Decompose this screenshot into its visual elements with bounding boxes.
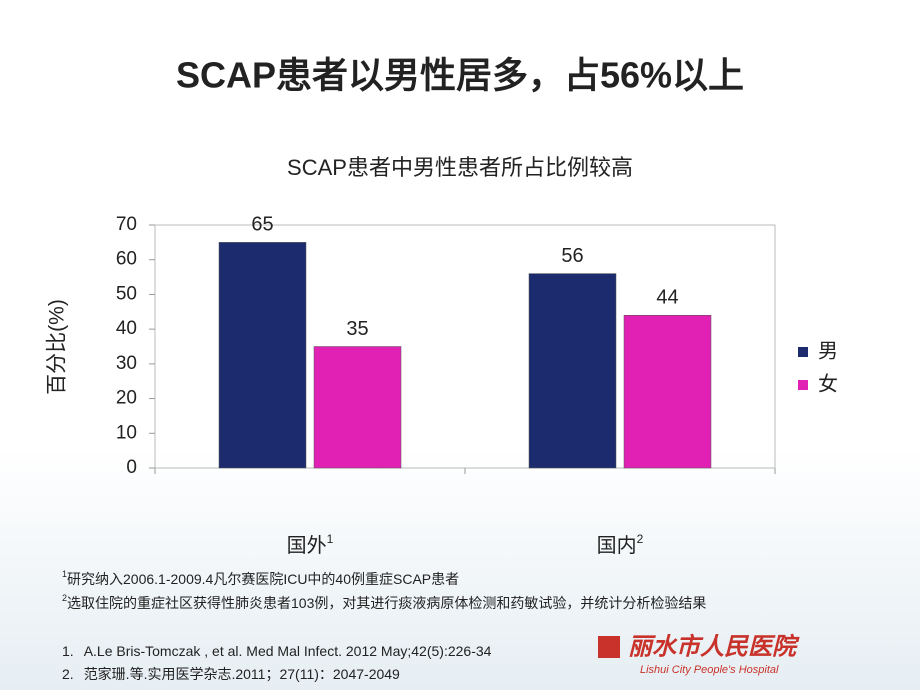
- y-tick-label: 60: [116, 249, 137, 270]
- logo-name: 丽水市人民医院: [628, 633, 800, 660]
- y-tick-label: 50: [116, 283, 137, 304]
- value-label: 65: [251, 214, 273, 236]
- reference: 1. A.Le Bris-Tomczak , et al. Med Mal Inf…: [62, 643, 492, 659]
- slide-title: SCAP患者以男性居多，占56%以上: [176, 55, 744, 96]
- y-tick-label: 40: [116, 318, 137, 339]
- reference: 2. 范家珊.等.实用医学杂志.2011；27(11)：2047-2049: [62, 666, 400, 683]
- category-note: 2: [637, 532, 644, 546]
- bar: [218, 242, 307, 469]
- chart-title: SCAP患者中男性患者所占比例较高: [287, 155, 633, 180]
- value-label: 56: [561, 245, 583, 267]
- legend-label: 男: [818, 340, 838, 362]
- bar: [313, 346, 402, 469]
- bar: [623, 315, 712, 469]
- x-tick-label: 国内2: [597, 532, 644, 557]
- category-note: 1: [327, 532, 334, 546]
- legend-swatch: [798, 347, 808, 357]
- y-tick-label: 70: [116, 214, 137, 235]
- y-axis-label: 百分比(%): [46, 299, 69, 395]
- bar: [528, 273, 617, 469]
- y-tick-label: 30: [116, 353, 137, 374]
- footnote: 2选取住院的重症社区获得性肺炎患者103例，对其进行痰液病原体检测和药敏试验，并…: [62, 593, 706, 610]
- logo-english: Lishui City People's Hospital: [640, 664, 779, 676]
- category-name: 国内: [597, 534, 637, 557]
- legend-swatch: [798, 380, 808, 390]
- legend-label: 女: [818, 372, 838, 395]
- logo-icon: [598, 636, 620, 658]
- y-tick-label: 10: [116, 422, 137, 443]
- y-tick-label: 20: [116, 388, 137, 409]
- value-label: 35: [346, 318, 368, 340]
- x-tick-label: 国外1: [287, 532, 334, 557]
- footnote: 1研究纳入2006.1-2009.4凡尔赛医院ICU中的40例重症SCAP患者: [62, 569, 459, 586]
- value-label: 44: [656, 287, 678, 309]
- y-tick-label: 0: [126, 457, 137, 478]
- category-name: 国外: [287, 534, 327, 557]
